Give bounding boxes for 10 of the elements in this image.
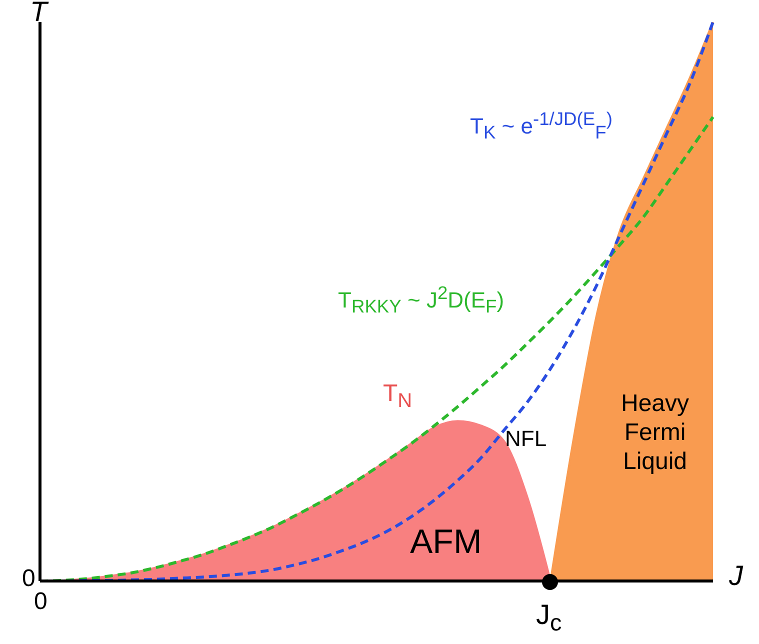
y-axis-title: T — [30, 0, 48, 28]
x-axis-title: J — [729, 560, 743, 592]
annotation: T$_{RKKY}$ ~ J$^{2}$D(E$_{F}$) — [338, 282, 504, 318]
text: J$_{c}$ — [536, 598, 562, 638]
annotation: AFM — [410, 522, 482, 563]
text: 0 — [22, 565, 36, 592]
annotation: Heavy Fermi Liquid — [620, 390, 690, 476]
annotation: NFL — [505, 426, 547, 452]
annotation: T$_{N}$ — [383, 380, 412, 413]
text: 0 — [34, 588, 48, 617]
